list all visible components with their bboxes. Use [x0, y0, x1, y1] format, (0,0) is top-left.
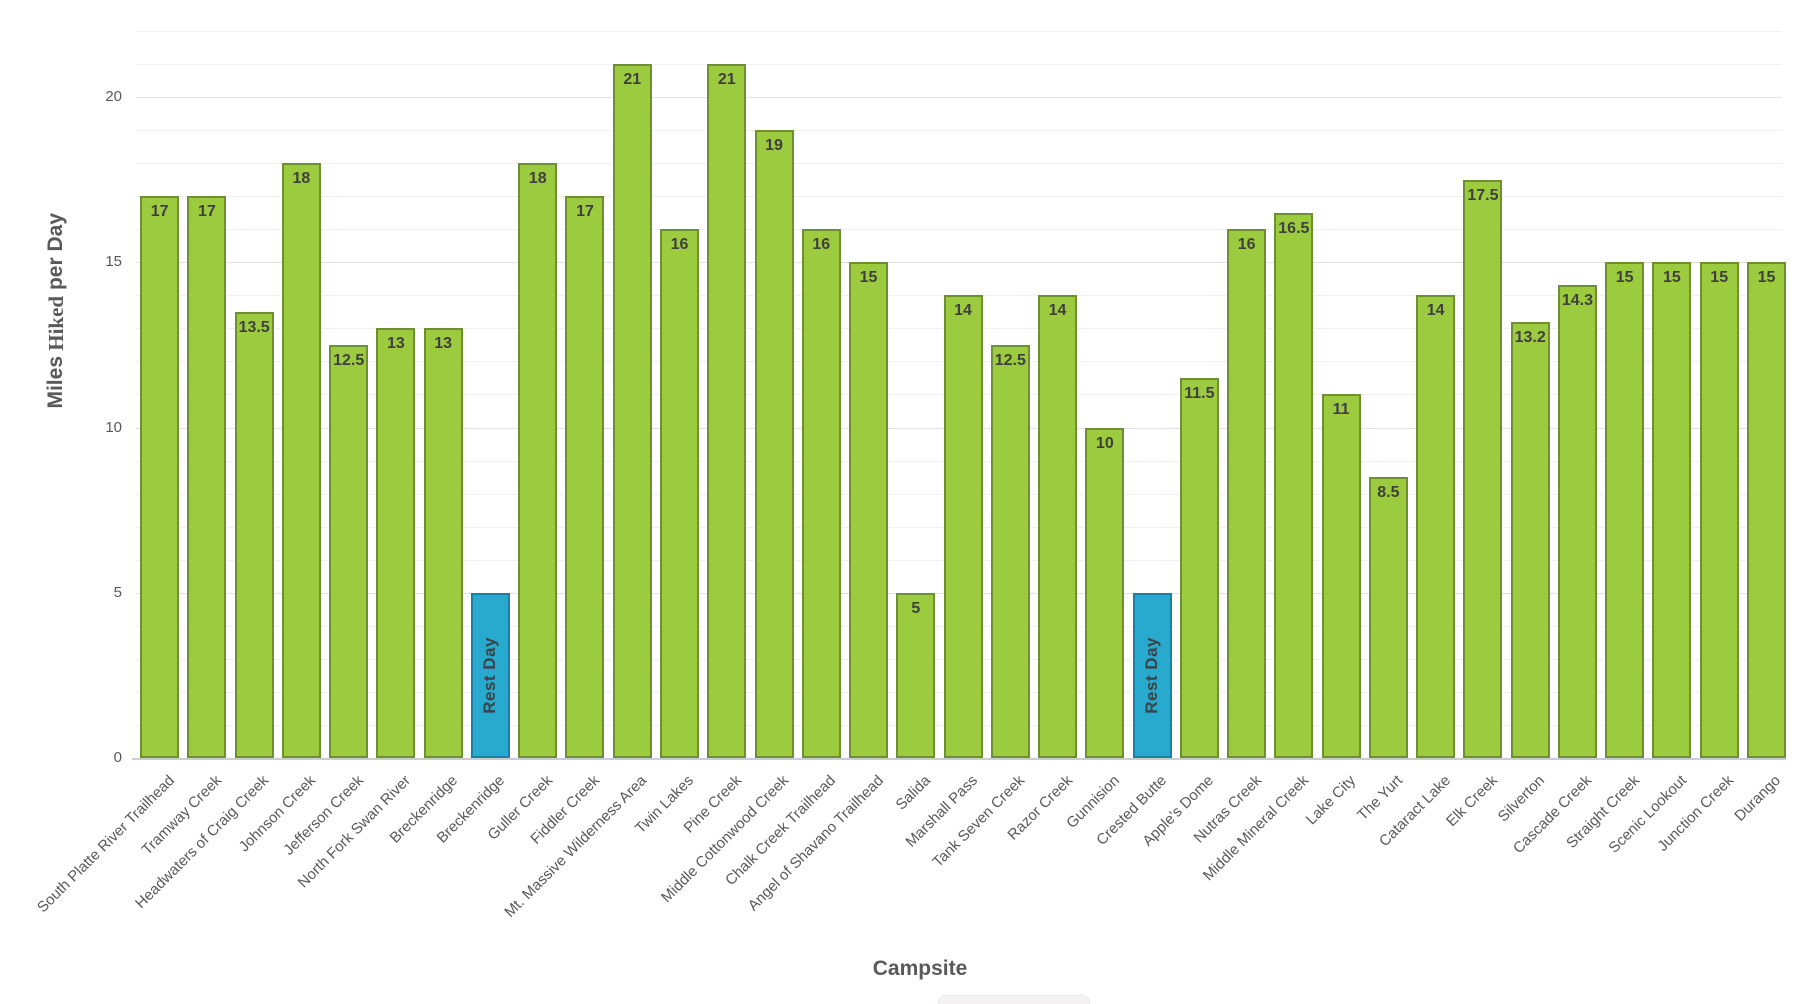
bar-value-label: 11	[1332, 401, 1350, 419]
bar-value-label: 16	[812, 236, 831, 254]
x-axis-title: Campsite	[872, 957, 968, 980]
bar-value-label: 15	[1710, 269, 1729, 287]
bar: 5	[896, 592, 936, 758]
x-axis-line	[132, 758, 1786, 760]
bar-value-label: 13	[434, 335, 453, 353]
bar: 11.5	[1179, 377, 1219, 758]
gridline	[136, 163, 1782, 165]
bar-value-label: 15	[1757, 269, 1776, 287]
rest-day-label-wrap: Rest Day	[1135, 595, 1170, 756]
bar-value-label: 15	[859, 269, 878, 287]
bar: 11	[1321, 394, 1361, 758]
bar-value-label: 12.5	[994, 351, 1026, 369]
bar-value-label: 16	[670, 236, 689, 254]
bar-value-label: 16	[1237, 236, 1256, 254]
bar: 17	[187, 196, 227, 758]
bar: 16	[801, 229, 841, 758]
bar: 14	[943, 295, 983, 758]
bar-value-label: 18	[292, 170, 311, 188]
bar: 14	[1038, 295, 1078, 758]
bar: 15	[1652, 262, 1692, 758]
bar: 12.5	[990, 344, 1030, 758]
gridline	[136, 30, 1782, 32]
gridline	[136, 229, 1782, 231]
bar-value-label: 16.5	[1278, 219, 1310, 237]
rest-day-label: Rest Day	[1142, 636, 1162, 714]
bar-value-label: 14	[1426, 302, 1445, 320]
bar-value-label: 17	[197, 203, 216, 221]
bar: 16.5	[1274, 212, 1314, 758]
y-tick-label: 5	[113, 583, 122, 601]
bar-value-label: 13	[387, 335, 405, 353]
bar-value-label: 17	[150, 203, 169, 221]
y-tick-label: 0	[113, 749, 122, 766]
bar-value-label: 10	[1095, 434, 1114, 452]
bar: 17	[140, 196, 180, 758]
bar: 10	[1085, 427, 1125, 758]
bar-value-label: 19	[765, 137, 783, 155]
gridline	[136, 262, 1782, 264]
bar: 21	[612, 63, 652, 758]
bar-value-label: 5	[911, 599, 921, 617]
bar-value-label: 21	[717, 70, 736, 88]
bar: 13.5	[234, 311, 274, 758]
bar: 21	[707, 63, 747, 758]
bar-value-label: 8.5	[1377, 484, 1400, 502]
gridline	[136, 130, 1782, 132]
bar-value-label: 14	[954, 302, 972, 320]
bar: 15	[1699, 262, 1739, 758]
bar-value-label: 17	[576, 203, 594, 221]
bar: 14.3	[1557, 285, 1597, 758]
bar-value-label: 18	[528, 170, 547, 188]
bar: 12.5	[329, 344, 369, 758]
y-tick-label: 20	[105, 88, 122, 105]
rest-day-label-wrap: Rest Day	[473, 595, 508, 756]
bar-value-label: 12.5	[333, 351, 365, 369]
bar: 15	[849, 262, 889, 758]
rest-day-bar: Rest Day	[470, 592, 510, 758]
bar-value-label: 15	[1615, 269, 1634, 287]
bar: 16	[1227, 229, 1267, 758]
bar: 16	[659, 229, 699, 758]
bar-value-label: 13.2	[1514, 328, 1546, 346]
bar-value-label: 15	[1663, 269, 1681, 287]
bar: 15	[1605, 262, 1645, 758]
bar-value-label: 14	[1048, 302, 1067, 320]
gridline	[136, 97, 1782, 98]
bar-value-label: 11.5	[1184, 384, 1215, 402]
bar: 14	[1416, 295, 1456, 758]
bar: 8.5	[1368, 477, 1408, 758]
bar: 18	[281, 163, 321, 758]
bar: 13.2	[1510, 321, 1550, 758]
bar-value-label: 21	[623, 70, 642, 88]
bar-value-label: 17.5	[1467, 186, 1499, 204]
rest-day-label: Rest Day	[480, 636, 500, 714]
bar: 17.5	[1463, 179, 1503, 758]
bar: 15	[1746, 262, 1786, 758]
bar: 19	[754, 130, 794, 758]
rest-day-bar: Rest Day	[1132, 592, 1172, 758]
bar: 18	[518, 163, 558, 758]
gridline	[136, 196, 1782, 198]
y-tick-label: 15	[105, 253, 122, 271]
bar: 13	[423, 328, 463, 758]
bar: 17	[565, 196, 605, 758]
y-tick-label: 10	[105, 418, 122, 436]
bar: 13	[376, 328, 416, 758]
gridline	[136, 63, 1782, 65]
bar-value-label: 13.5	[238, 318, 270, 336]
bottom-scroll-thumb[interactable]	[938, 995, 1090, 1004]
bar-value-label: 14.3	[1561, 292, 1593, 310]
